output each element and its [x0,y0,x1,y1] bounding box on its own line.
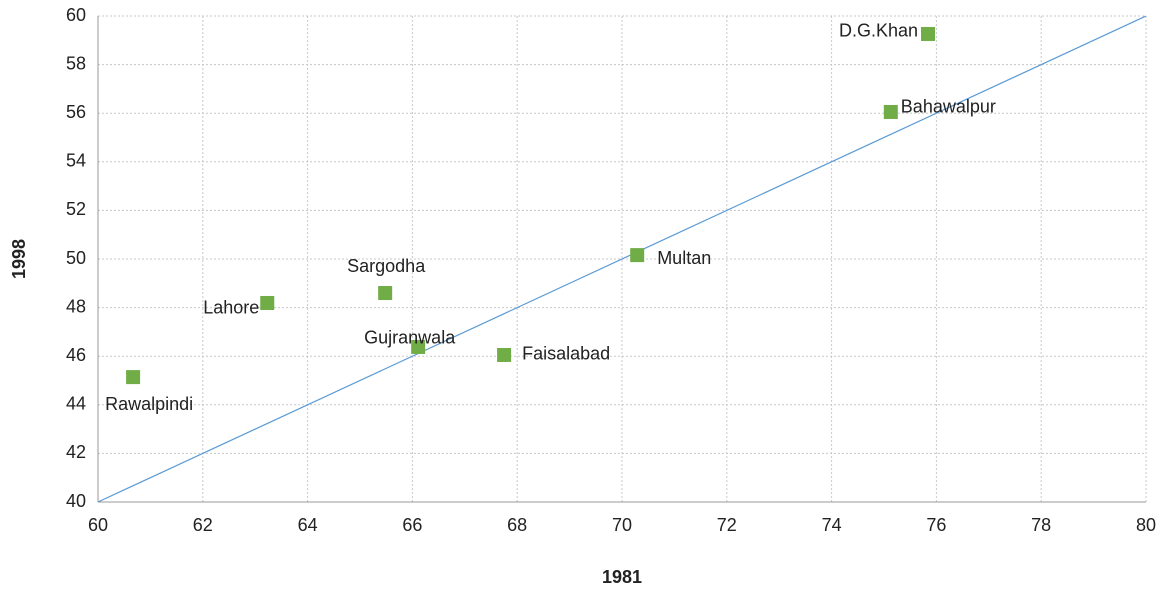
y-tick-label: 40 [66,491,86,511]
y-tick-label: 42 [66,442,86,462]
x-tick-label: 74 [822,515,842,535]
point [630,248,645,263]
reference-line [97,15,1147,503]
y-tick-label: 44 [66,394,86,414]
y-tick-label: 58 [66,53,86,73]
x-tick-label: 64 [298,515,318,535]
point-label: Gujranwala [364,328,456,348]
point [260,295,275,310]
point-label: Sargodha [347,256,426,276]
y-axis-title: 1998 [9,239,29,279]
y-tick-label: 56 [66,102,86,122]
y-tick-label: 52 [66,199,86,219]
point-label: Lahore [203,298,259,318]
point-label: Bahawalpur [901,97,996,117]
point [126,370,141,385]
point [411,339,426,354]
y-tick-label: 46 [66,345,86,365]
point [497,347,512,362]
point-label: Multan [657,248,711,268]
point-label: D.G.Khan [839,21,918,41]
x-tick-label: 76 [926,515,946,535]
y-tick-label: 60 [66,5,86,25]
point [378,286,393,301]
point-label: Rawalpindi [105,394,193,414]
x-tick-label: 70 [612,515,632,535]
x-tick-label: 66 [402,515,422,535]
y-tick-label: 54 [66,151,86,171]
x-tick-label: 68 [507,515,527,535]
y-tick-label: 48 [66,296,86,316]
y-tick-label: 50 [66,248,86,268]
x-axis-title: 1981 [602,567,642,587]
x-tick-label: 62 [193,515,213,535]
point-label: Faisalabad [522,344,610,364]
x-tick-label: 78 [1031,515,1051,535]
x-tick-label: 60 [88,515,108,535]
point [921,26,936,41]
point [883,104,898,119]
x-tick-label: 72 [717,515,737,535]
x-tick-label: 80 [1136,515,1156,535]
